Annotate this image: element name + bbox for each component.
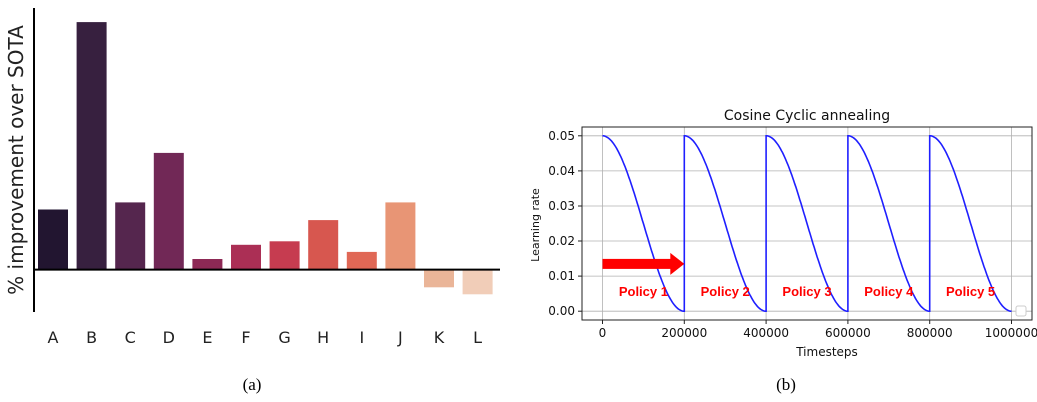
x-tick-label: A [48,328,59,347]
x-tick-label: 800000 [907,326,953,340]
x-tick-label: J [397,328,403,347]
bar-F [231,244,261,270]
bar-H [308,220,339,270]
bar-B [76,22,107,270]
policy-label: Policy 5 [946,284,995,299]
bar-K [424,269,454,288]
bar-D [153,152,184,270]
y-tick-label: 0.05 [548,129,575,143]
x-tick-label: 200000 [661,326,707,340]
policy-label: Policy 2 [701,284,750,299]
x-tick-label: H [317,328,329,347]
x-tick-label: 0 [599,326,607,340]
plot-frame [581,126,1033,321]
x-tick-label: E [202,328,212,347]
x-tick-label: D [163,328,175,347]
bar-J [385,202,416,270]
policy-label: Policy 3 [782,284,831,299]
x-tick-label: C [125,328,136,347]
y-axis-label: % improvement over SOTA [4,25,28,295]
x-tick-label: L [473,328,482,347]
x-tick-label: 1000000 [985,326,1037,340]
x-tick-label: G [278,328,290,347]
bar-chart-a: A B C D E F G H I J K L % improvement over SOTA (a) [4,8,500,394]
x-tick-label: I [359,328,364,347]
bar-L [462,269,493,295]
bar-E [192,259,223,270]
caption-b: (b) [776,375,796,394]
chart-title: Cosine Cyclic annealing [724,108,890,124]
bar-C [115,202,146,270]
legend-box [1015,305,1027,317]
y-tick-label: 0.04 [548,164,575,178]
bar-A [38,209,68,270]
x-tick-label: K [434,328,445,347]
x-tick-labels: A B C D E F G H I J K L [48,328,483,347]
learning-rate-series-line [602,135,1012,312]
bar-group [38,22,493,295]
caption-a: (a) [243,375,262,394]
policy-label: Policy 1 [619,284,668,299]
x-tick-label: 600000 [825,326,871,340]
x-tick-label: F [241,328,250,347]
y-axis-label: Learning rate [529,188,542,262]
axis-ticks: 0 200000 400000 600000 800000 1000000 0.00 0.01… [548,129,1037,340]
policy-label: Policy 4 [864,284,914,299]
x-tick-label: 400000 [743,326,789,340]
y-tick-label: 0.01 [548,269,575,283]
line-chart-b: Cosine Cyclic annealing 0 200000 400000 600… [529,108,1037,394]
y-tick-label: 0.03 [548,199,575,213]
policy-arrow [602,252,685,275]
arrow-head [670,252,685,275]
arrow-shaft [602,258,673,269]
bar-I [346,251,377,270]
policy-labels: Policy 1 Policy 2 Policy 3 Policy 4 Policy 5 [619,284,995,299]
bar-G [269,241,300,270]
y-tick-label: 0.00 [548,304,575,318]
y-tick-label: 0.02 [548,234,575,248]
x-tick-label: B [86,328,97,347]
x-axis-label: Timesteps [795,345,858,359]
